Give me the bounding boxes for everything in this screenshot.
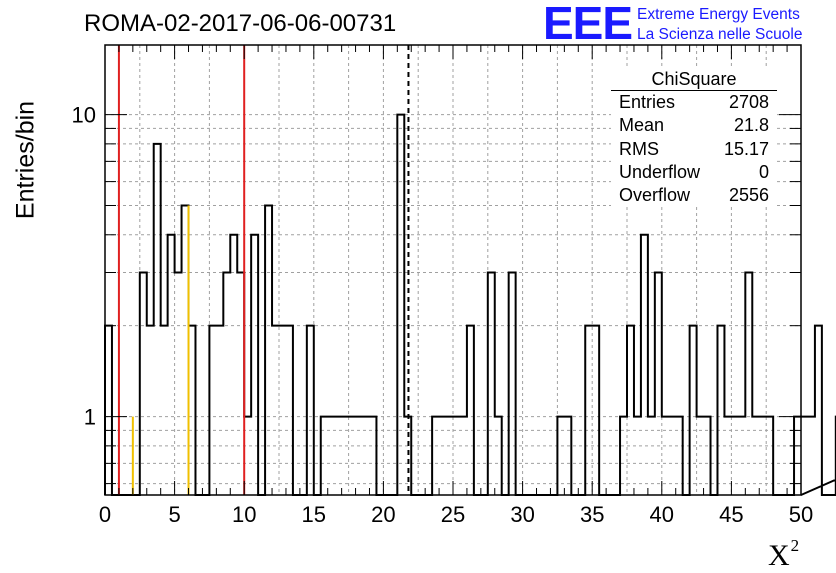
x-tick-labels: 0 5 10 15 20 25 30 35 40 45 50 bbox=[99, 502, 813, 527]
stats-row-mean: Mean 21.8 bbox=[611, 114, 777, 137]
stats-box: ChiSquare Entries 2708 Mean 21.8 RMS 15.… bbox=[611, 68, 777, 208]
stats-row-rms: RMS 15.17 bbox=[611, 138, 777, 161]
x-tick-label: 5 bbox=[168, 502, 180, 527]
x-axis-label: X2 bbox=[768, 536, 799, 573]
stats-row-overflow: Overflow 2556 bbox=[611, 184, 777, 207]
y-axis-label: Entries/bin bbox=[11, 100, 40, 220]
grid-lines bbox=[105, 45, 801, 495]
vertical-markers bbox=[117, 45, 410, 495]
stats-row-underflow: Underflow 0 bbox=[611, 161, 777, 184]
x-axis-label-superscript: 2 bbox=[790, 536, 800, 555]
x-tick-label: 15 bbox=[302, 502, 326, 527]
y-tick-labels: 1 10 bbox=[72, 103, 96, 430]
stats-title: ChiSquare bbox=[611, 68, 777, 91]
y-tick-label: 10 bbox=[72, 103, 96, 128]
y-axis-label-wrap: Entries/bin bbox=[8, 101, 44, 219]
stats-row-entries: Entries 2708 bbox=[611, 91, 777, 114]
stats-label: Entries bbox=[619, 92, 676, 112]
x-axis-label-base: X bbox=[768, 539, 790, 572]
x-tick-label: 10 bbox=[232, 502, 256, 527]
x-tick-label: 35 bbox=[580, 502, 604, 527]
logo-mark: EEE bbox=[543, 0, 633, 49]
x-tick-label: 25 bbox=[441, 502, 465, 527]
x-tick-label: 30 bbox=[510, 502, 534, 527]
x-tick-label: 20 bbox=[371, 502, 395, 527]
y-tick-label: 1 bbox=[84, 405, 96, 430]
x-tick-label: 40 bbox=[650, 502, 674, 527]
x-tick-label: 50 bbox=[789, 502, 813, 527]
stats-value: 2708 bbox=[728, 92, 769, 112]
stats-label: Overflow bbox=[619, 185, 691, 206]
stats-label: RMS bbox=[619, 138, 659, 159]
stats-value: 21.8 bbox=[733, 115, 769, 136]
logo-line-1: Extreme Energy Events bbox=[637, 6, 800, 23]
stats-label: Underflow bbox=[619, 161, 701, 182]
stats-value: 2556 bbox=[728, 185, 769, 206]
x-tick-label: 0 bbox=[99, 502, 111, 527]
stats-value: 15.17 bbox=[723, 138, 769, 159]
axis-ticks bbox=[104, 45, 802, 495]
stats-label: Mean bbox=[619, 115, 665, 136]
stats-value: 0 bbox=[758, 161, 769, 182]
logo-line-2: La Scienza nelle Scuole bbox=[637, 26, 803, 43]
chart-title: ROMA-02-2017-06-06-00731 bbox=[84, 10, 397, 37]
x-tick-label: 45 bbox=[719, 502, 743, 527]
